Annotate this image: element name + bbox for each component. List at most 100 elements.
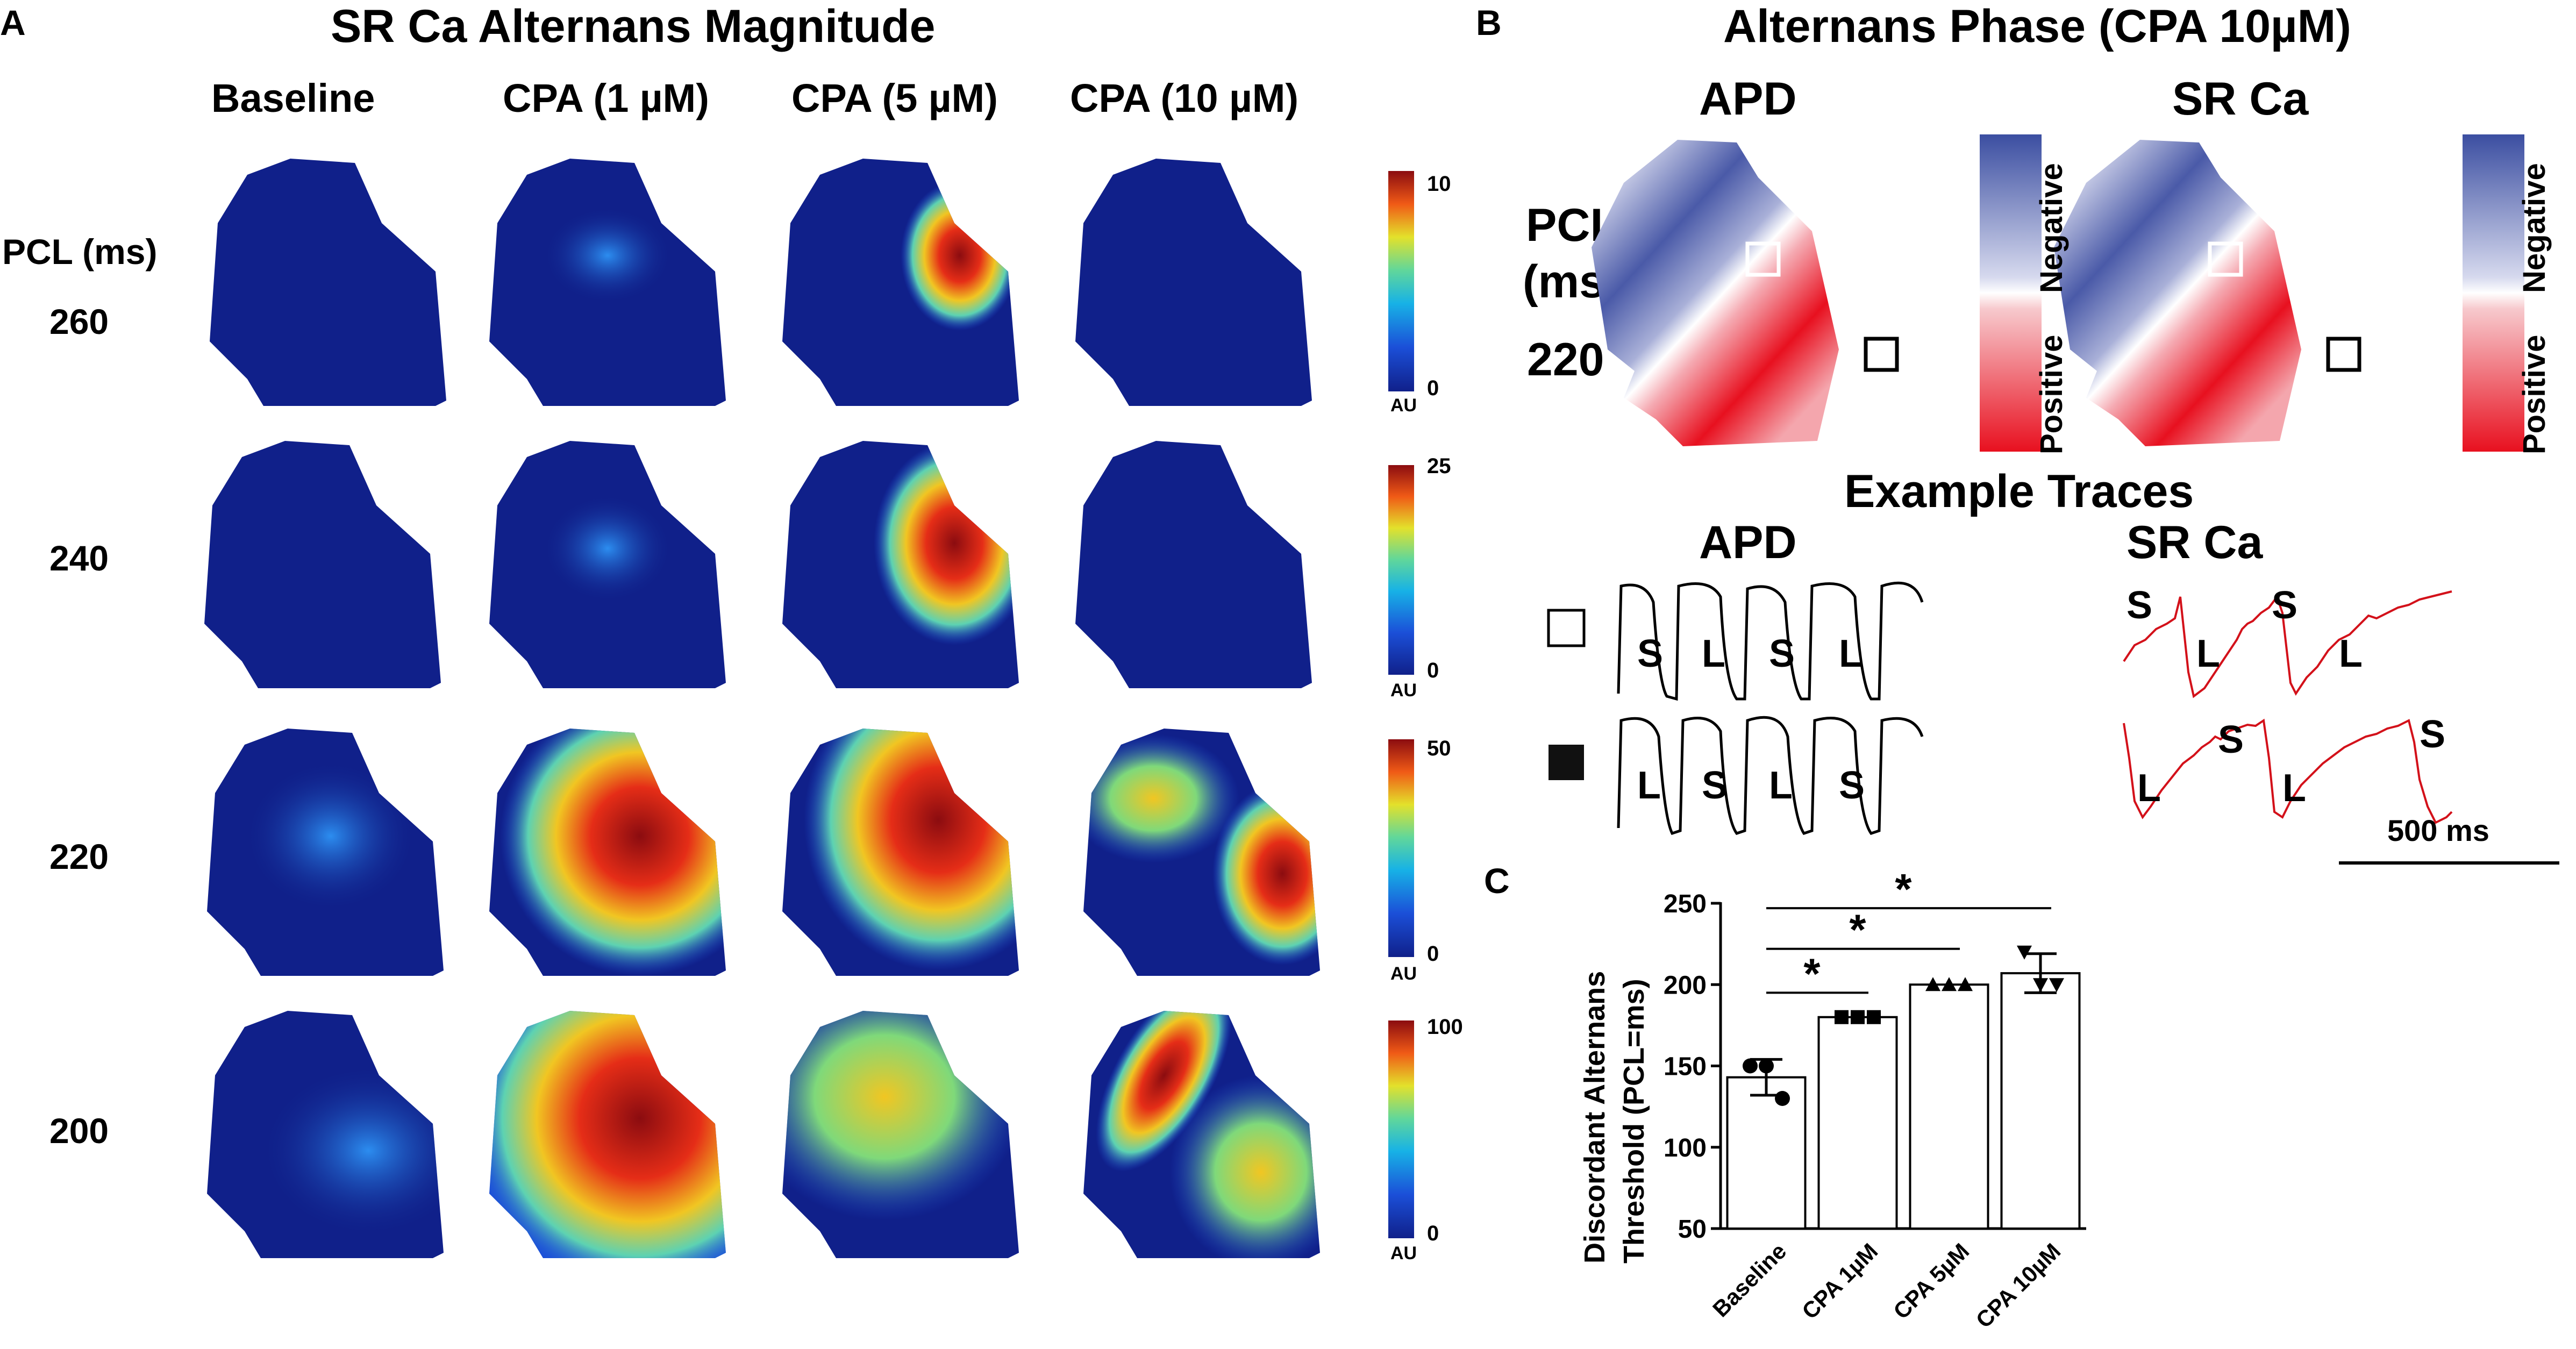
- srca-open-square-marker: [2208, 241, 2243, 277]
- apd-filled-label-1: L: [1637, 764, 1661, 807]
- filled-square-legend: [1549, 745, 1584, 780]
- x-tick-label: CPA 1µM: [1797, 1238, 1882, 1324]
- heatmap-grid: [204, 159, 1414, 1258]
- column-header-baseline: Baseline: [211, 76, 375, 120]
- pcl-row-260: 260: [49, 302, 109, 341]
- apd-open-label-4: L: [1839, 632, 1863, 675]
- open-square-legend: [1547, 609, 1586, 647]
- srca-trace-filled: [2123, 718, 2453, 824]
- colorbar-220-max: 50: [1427, 737, 1451, 760]
- map-cpa5-220: [782, 729, 1019, 976]
- y-tick-label: 50: [1678, 1215, 1707, 1244]
- apd-open-square-marker: [1745, 241, 1781, 277]
- map-cpa1-260: [489, 159, 726, 406]
- column-header-cpa5: CPA (5 µM): [791, 76, 998, 120]
- colorbar-260-min: 0: [1427, 376, 1439, 400]
- apd-open-label-1: S: [1637, 632, 1664, 675]
- data-point: [1835, 1010, 1849, 1024]
- pcl-row-240: 240: [49, 538, 109, 578]
- data-point: [1925, 977, 1940, 991]
- map-cpa10-260: [1075, 159, 1312, 406]
- data-point: [1867, 1010, 1881, 1024]
- srca-open-label-3: S: [2272, 584, 2298, 627]
- srca-open-label-1: S: [2127, 584, 2153, 627]
- apd-filled-label-3: L: [1769, 764, 1793, 807]
- scale-bar-label: 500 ms: [2387, 813, 2489, 847]
- colorbar-200-min: 0: [1427, 1222, 1439, 1245]
- example-traces: [1547, 581, 2559, 865]
- panel-b-letter: B: [1476, 3, 1502, 42]
- data-point: [1851, 1010, 1865, 1024]
- colorbar-200-unit: AU: [1390, 1243, 1417, 1264]
- bar: [1817, 1016, 1898, 1230]
- srca-filled-square-marker: [2326, 337, 2361, 372]
- panel-b-title: Alternans Phase (CPA 10µM): [1723, 1, 2351, 52]
- bar: [1726, 1076, 1807, 1230]
- map-baseline-240: [204, 441, 441, 688]
- panel-a-title: SR Ca Alternans Magnitude: [331, 1, 936, 52]
- map-cpa5-200: [782, 1011, 1019, 1258]
- threshold-bar-chart: 50 100 150 200 250 Baseline CPA 1µM CPA 5µMCPA …: [1664, 865, 2086, 1333]
- srca-trace-open: [2123, 590, 2452, 698]
- srca-legend-positive: Positive: [2517, 334, 2552, 454]
- column-header-cpa1: CPA (1 µM): [503, 76, 709, 120]
- colorbar-260: [1388, 171, 1414, 391]
- panel-a-letter: A: [0, 3, 26, 42]
- srca-map-title: SR Ca: [2172, 73, 2309, 125]
- srca-legend-negative: Negative: [2517, 163, 2552, 293]
- apd-trace-filled: [1617, 716, 1924, 836]
- colorbar-240-min: 0: [1427, 659, 1439, 682]
- data-point: [2033, 978, 2048, 993]
- significance-star: *: [1895, 865, 1912, 913]
- y-tick-label: 150: [1664, 1053, 1707, 1081]
- pcl-value: 220: [1527, 334, 1604, 386]
- map-cpa5-240: [782, 441, 1019, 688]
- significance-star: *: [1849, 906, 1866, 954]
- map-baseline-260: [210, 159, 446, 406]
- pcl-row-220: 220: [49, 837, 109, 876]
- srca-open-label-2: L: [2196, 632, 2220, 675]
- srca-filled-label-1: L: [2137, 767, 2161, 810]
- apd-legend-positive: Positive: [2034, 334, 2069, 454]
- y-tick-label: 200: [1664, 971, 1707, 1000]
- y-tick-label: 250: [1664, 890, 1707, 918]
- srca-open-label-4: L: [2339, 632, 2363, 675]
- data-point: [2017, 945, 2032, 960]
- map-cpa10-220: [1083, 729, 1320, 976]
- x-tick-label: CPA 10µM: [1971, 1238, 2066, 1333]
- data-point: [1942, 977, 1957, 991]
- apd-trace-open: [1617, 581, 1924, 701]
- srca-phase-colorbar: [2463, 134, 2524, 452]
- chart-ylabel-line1: Discordant Alternans: [1579, 970, 1611, 1264]
- colorbar-200: [1388, 1020, 1414, 1238]
- x-tick-label: CPA 5µM: [1888, 1238, 1974, 1324]
- map-cpa1-200: [489, 1011, 726, 1258]
- map-baseline-220: [207, 729, 444, 976]
- phase-maps: [1592, 134, 2524, 452]
- apd-phase-colorbar: [1980, 134, 2042, 452]
- srca-filled-label-4: S: [2420, 713, 2446, 756]
- colorbar-220: [1388, 739, 1414, 957]
- map-cpa1-240: [489, 441, 726, 688]
- apd-map-title: APD: [1699, 73, 1797, 125]
- apd-phase-map: [1592, 140, 1899, 446]
- pcl-axis-header: PCL (ms): [2, 232, 158, 272]
- example-traces-title: Example Traces: [1844, 466, 2194, 517]
- x-tick-label: Baseline: [1708, 1238, 1791, 1322]
- data-point: [1958, 977, 1973, 991]
- colorbar-240: [1388, 465, 1414, 675]
- y-tick-label: 100: [1664, 1134, 1707, 1162]
- colorbar-200-max: 100: [1427, 1015, 1463, 1039]
- bar: [2000, 972, 2081, 1230]
- map-cpa5-260: [782, 159, 1019, 406]
- map-cpa10-200: [1083, 1011, 1320, 1258]
- srca-phase-map: [2054, 140, 2361, 446]
- map-cpa1-220: [489, 729, 726, 976]
- colorbar-220-min: 0: [1427, 942, 1439, 966]
- colorbar-260-max: 10: [1427, 172, 1451, 196]
- panel-c-letter: C: [1484, 861, 1510, 901]
- map-baseline-200: [207, 1011, 444, 1258]
- data-point: [1775, 1091, 1790, 1106]
- apd-open-label-2: L: [1702, 632, 1725, 675]
- apd-filled-label-4: S: [1839, 764, 1865, 807]
